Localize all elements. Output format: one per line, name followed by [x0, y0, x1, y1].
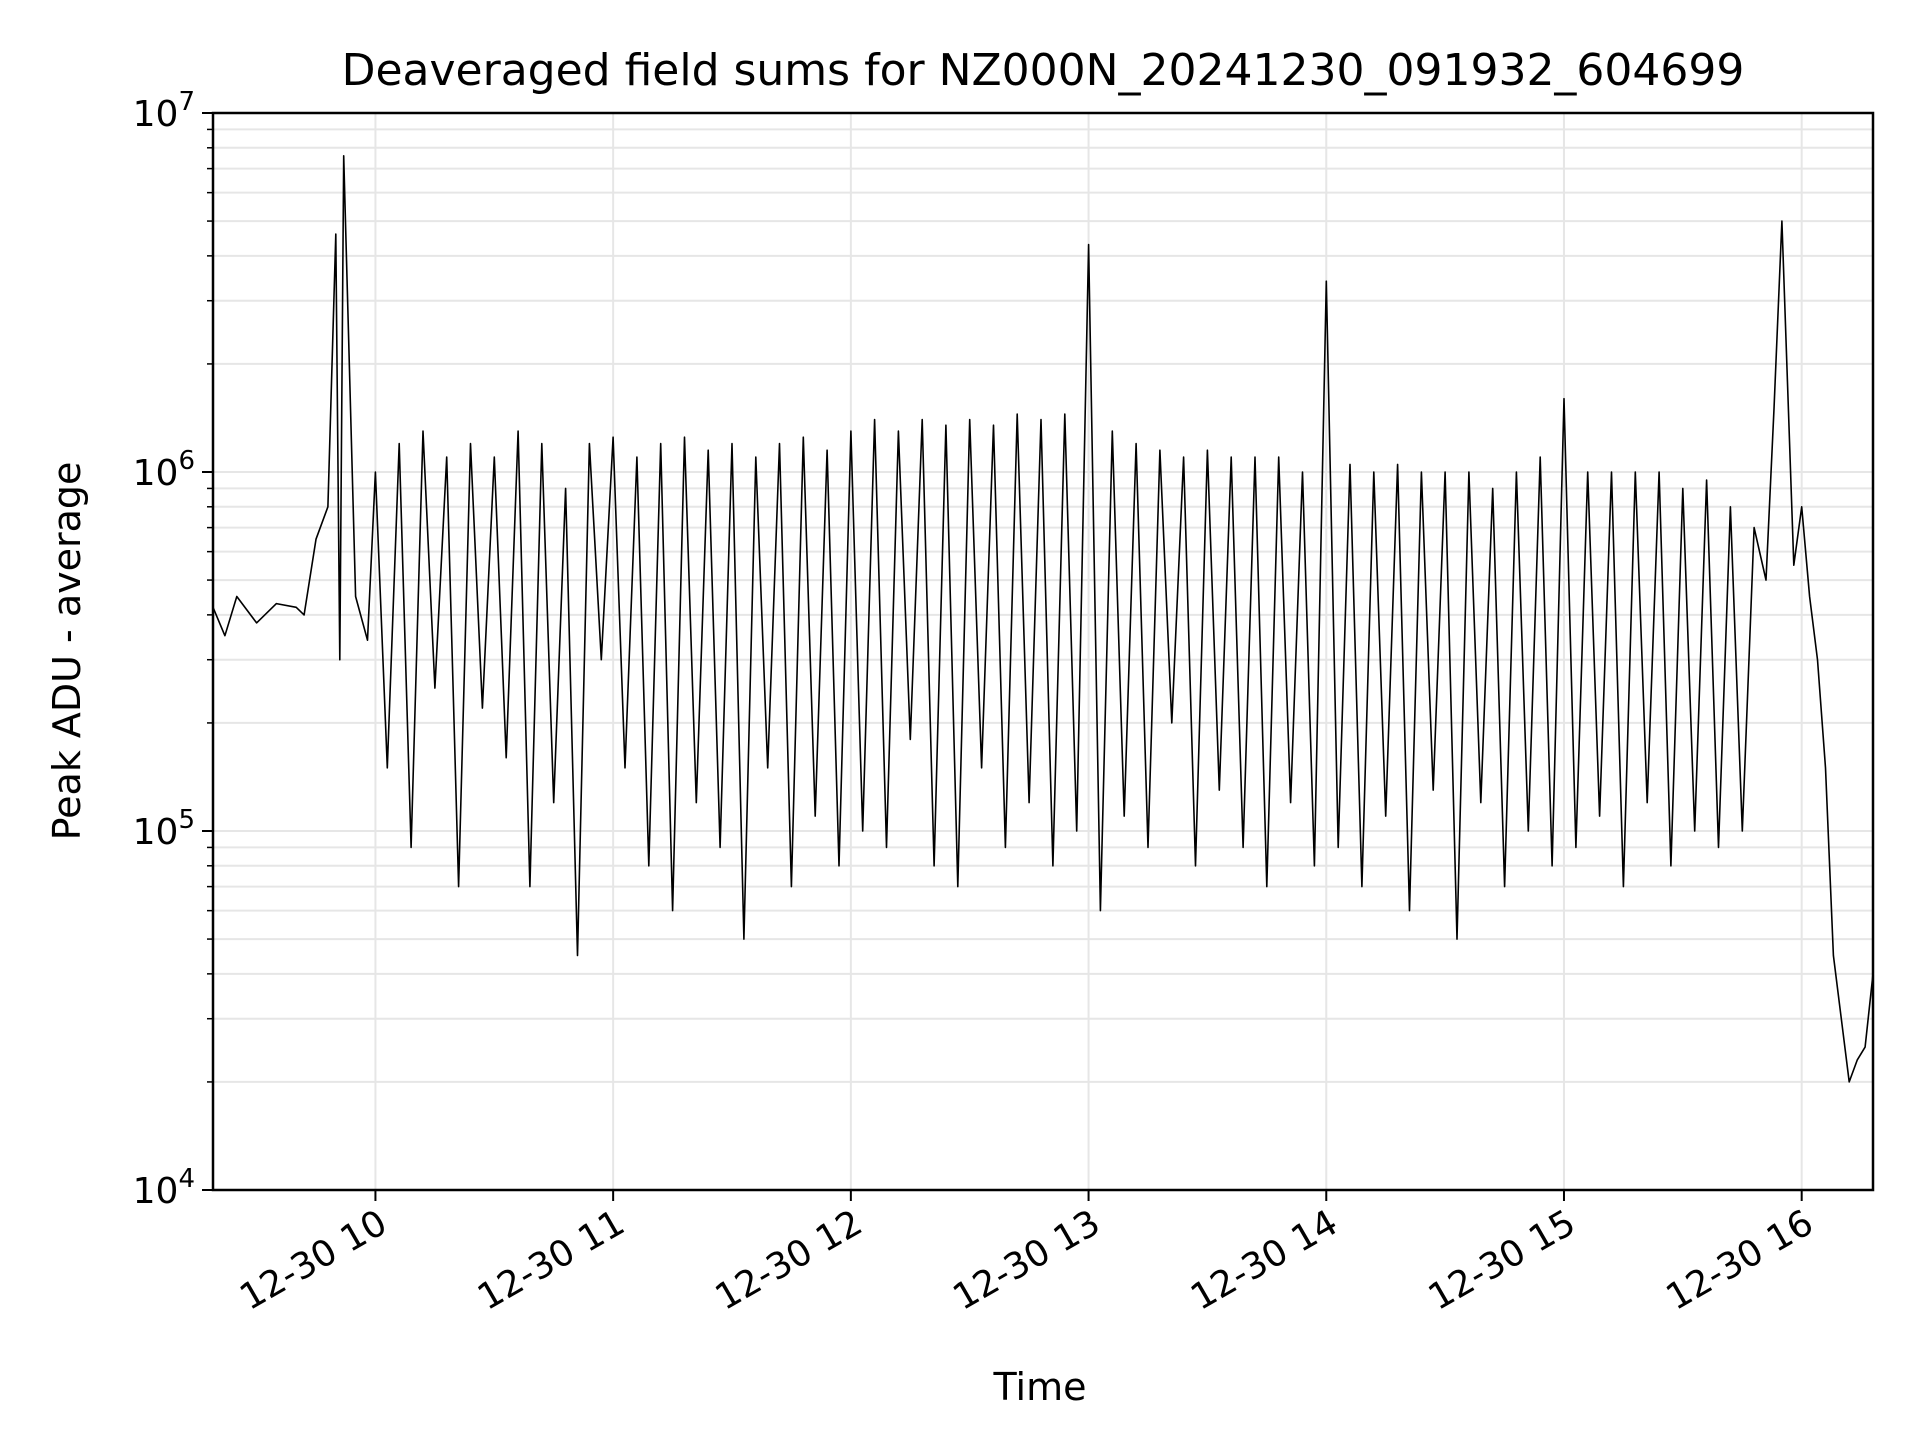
x-tick-label: 12-30 16 — [1660, 1202, 1821, 1318]
y-tick-label-exponent: 7 — [178, 87, 195, 117]
y-tick-label-base: 10 — [133, 1171, 179, 1212]
plot-frame — [211, 111, 1875, 1192]
x-axis-title: Time — [993, 1365, 1087, 1409]
x-tick-label: 12-30 15 — [1422, 1202, 1583, 1318]
y-tick-label-base: 10 — [133, 453, 179, 494]
y-tick-label: 106 — [133, 446, 195, 494]
data-series-line — [212, 155, 1874, 1083]
x-tick-label: 12-30 14 — [1184, 1202, 1345, 1318]
chart-title: Deaveraged field sums for NZ000N_2024123… — [342, 45, 1745, 96]
y-tick-label-exponent: 6 — [178, 446, 195, 476]
y-tick-label-exponent: 5 — [178, 805, 195, 835]
x-tick-label: 12-30 12 — [709, 1202, 870, 1318]
y-tick-label-base: 10 — [133, 812, 179, 853]
grid-layer — [213, 113, 1873, 1191]
y-axis-title: Peak ADU - average — [45, 462, 89, 841]
x-tick-label: 12-30 11 — [471, 1202, 632, 1318]
y-tick-label-base: 10 — [133, 94, 179, 135]
x-tick-label: 12-30 10 — [233, 1202, 394, 1318]
series-layer — [212, 155, 1874, 1083]
y-tick-label: 104 — [133, 1164, 195, 1212]
y-tick-label-exponent: 4 — [178, 1164, 195, 1194]
y-tick-label: 105 — [133, 805, 195, 853]
y-tick-label: 107 — [133, 87, 195, 135]
x-tick-label: 12-30 13 — [946, 1202, 1107, 1318]
